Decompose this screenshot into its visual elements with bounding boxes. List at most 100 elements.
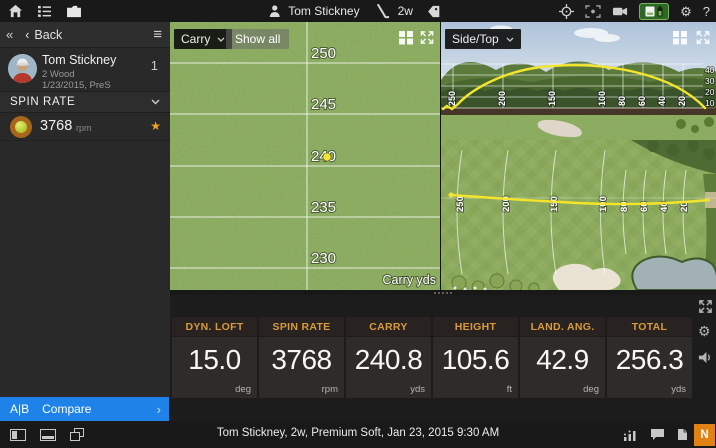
chat-icon[interactable] [650,428,665,441]
distance-tick-side: 60 [637,96,647,106]
carry-tick: 245 [311,96,336,113]
topbar-club-label: 2w [397,4,413,18]
back-label: Back [34,27,63,42]
distance-tick-top: 250 [455,196,466,212]
distance-tick-side: 20 [677,96,687,106]
dispersion-chart: 250 245 240 235 230 Carry yds [170,22,440,290]
toggle-sidebar-icon[interactable] [10,428,26,441]
tile-layout-icon[interactable] [672,30,688,45]
side-view-bunker [537,119,582,138]
tile-layout-icon[interactable] [398,30,414,45]
metric-value: 15.0 [188,344,241,375]
radar-device-icon [645,6,655,16]
distance-tick-side: 150 [547,91,557,106]
tag-icon[interactable] [427,5,440,18]
distance-tick-side: 100 [597,91,607,106]
chevron-down-icon [506,37,514,42]
metric-unit: yds [410,384,425,395]
metric-label: SPIN RATE [259,317,344,336]
trajectory-panel: 40 30 20 10 250 200 150 100 80 60 40 20 [440,22,716,290]
metric-value: 105.6 [441,344,510,375]
player-name: Tom Stickney [42,53,117,67]
panel-splitter-handle[interactable] [170,290,716,295]
stats-chart-icon[interactable] [623,428,638,441]
tee-box [705,192,716,208]
group-header-label: SPIN RATE [10,96,76,108]
metric-label: LAND. ANG. [520,317,605,336]
session-selector[interactable]: Tom Stickney 2w [269,0,440,22]
view-dropdown-value: Side/Top [452,32,499,46]
expand-icon[interactable] [695,30,711,45]
target-icon[interactable] [559,3,575,19]
height-tick: 20 [705,87,715,97]
chevron-down-icon [151,99,160,105]
device-status-badge[interactable] [639,2,670,20]
shot-list-item[interactable]: 3768 rpm ★ [0,113,170,141]
side-trajectory-path [441,64,707,111]
folder-icon[interactable] [66,5,82,18]
back-chevron-icon: ‹ [25,27,30,42]
player-card[interactable]: Tom Stickney 2 Wood 1/23/2015, PreS 1 [0,48,170,92]
back-button[interactable]: ‹ Back [25,28,62,42]
metrics-settings-gear-icon[interactable]: ⚙ [698,323,711,339]
trajectory-scene: 40 30 20 10 250 200 150 100 80 60 40 20 [441,22,716,290]
carry-tick: 250 [311,45,336,62]
metric-tile-total[interactable]: TOTAL 256.3 yds [607,317,692,398]
ab-compare-button[interactable]: A|B Compare › [0,397,169,421]
player-club: 2 Wood [42,69,75,80]
shot-spin-unit: rpm [76,123,92,133]
top-bar: Tom Stickney 2w ⚙ ? [0,0,716,22]
notification-badge[interactable]: N [694,424,715,446]
toggle-bottom-panel-icon[interactable] [40,428,56,441]
document-icon[interactable] [677,428,688,441]
shot-dot[interactable] [322,152,332,162]
group-header-spin-rate[interactable]: SPIN RATE [0,92,170,113]
metrics-panel: DYN. LOFT 15.0 deg SPIN RATE 3768 rpm CARR… [170,295,716,421]
speaker-icon[interactable] [698,350,713,365]
metric-label: DYN. LOFT [172,317,257,336]
sidebar-collapse-icon[interactable]: « [6,27,13,42]
metric-tile-spin-rate[interactable]: SPIN RATE 3768 rpm [259,317,344,398]
topbar-player-name: Tom Stickney [288,4,360,18]
distance-tick-side: 80 [617,96,627,106]
metric-tile-dyn-loft[interactable]: DYN. LOFT 15.0 deg [172,317,257,398]
duplicate-view-icon[interactable] [70,428,84,441]
ab-icon: A|B [10,402,30,416]
metric-label: HEIGHT [433,317,518,336]
metric-tile-height[interactable]: HEIGHT 105.6 ft [433,317,518,398]
video-camera-icon[interactable] [612,6,628,17]
session-info-text: Tom Stickney, 2w, Premium Soft, Jan 23, … [216,427,500,439]
favorite-star-icon[interactable]: ★ [150,119,161,133]
dispersion-chart-panel: 250 245 240 235 230 Carry yds Carry Show… [170,22,440,290]
dispersion-axis-label: Carry yds [383,273,436,287]
metric-tile-land-ang[interactable]: LAND. ANG. 42.9 deg [520,317,605,398]
metric-dropdown[interactable]: Carry [174,29,233,49]
sidebar-header: « ‹ Back ≡ [0,22,170,48]
carry-tick: 235 [311,199,336,216]
sidebar: « ‹ Back ≡ Tom Stickney 2 Wood 1/23/2015… [0,22,170,397]
metric-unit: deg [235,384,251,395]
help-icon[interactable]: ? [702,3,710,19]
home-icon[interactable] [8,4,23,18]
player-session: 1/23/2015, PreS [42,80,111,91]
sidebar-menu-icon[interactable]: ≡ [153,26,162,43]
person-icon [269,5,280,17]
metric-tile-carry[interactable]: CARRY 240.8 yds [346,317,431,398]
view-dropdown[interactable]: Side/Top [445,29,521,49]
height-tick: 40 [705,65,715,75]
shot-list-icon[interactable] [37,5,52,18]
shot-count: 1 [150,58,158,73]
camera-frame-icon[interactable] [585,4,601,18]
golf-club-icon [377,3,390,18]
show-all-button[interactable]: Show all [226,29,290,49]
metric-value: 256.3 [615,344,684,375]
compare-label: Compare [42,402,92,416]
top-trajectory-path [449,193,711,206]
metric-unit: deg [583,384,599,395]
settings-gear-icon[interactable]: ⚙ [680,3,692,19]
show-all-label: Show all [235,32,281,46]
shot-spin-value: 3768 [40,118,73,134]
expand-icon[interactable] [419,30,435,45]
expand-icon[interactable] [698,299,713,314]
metric-label: CARRY [346,317,431,336]
